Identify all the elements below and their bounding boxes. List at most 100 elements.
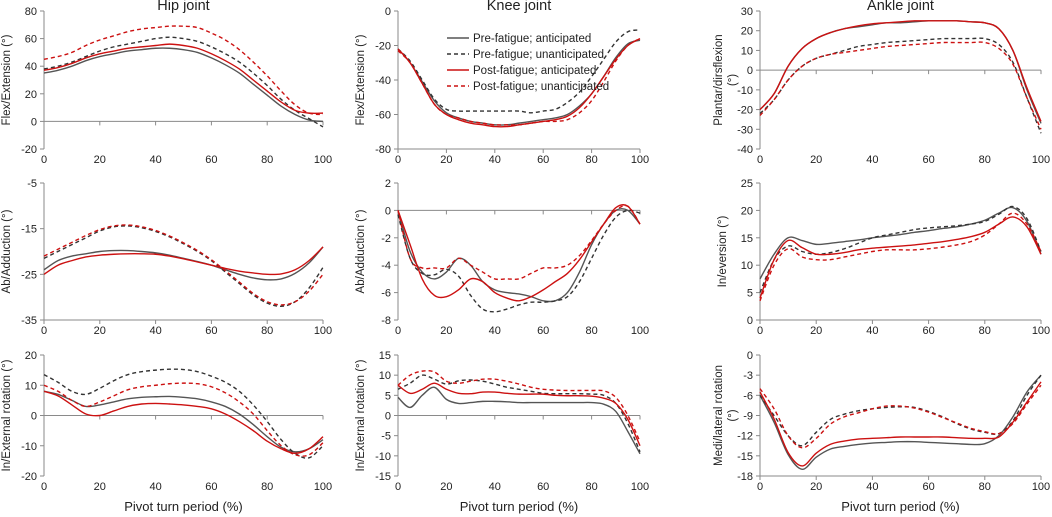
y-axis-label: Medi/lateral rotation (°): [713, 365, 739, 466]
series-line: [397, 207, 641, 303]
y-tick-label: 25: [741, 178, 753, 190]
x-tick-label: 100: [631, 481, 649, 493]
y-tick-label: 15: [741, 233, 753, 245]
x-tick-label: 100: [1032, 481, 1050, 493]
y-tick-label: -30: [737, 124, 753, 136]
x-tick-label: 0: [757, 325, 763, 337]
y-tick-label: -15: [375, 471, 391, 483]
y-tick-label: 30: [741, 6, 753, 18]
x-tick-label: 0: [41, 154, 47, 166]
x-tick-label: 40: [489, 481, 501, 493]
x-tick-label: 20: [810, 481, 822, 493]
x-tick-label: 60: [922, 325, 934, 337]
y-tick-label: -4: [381, 260, 391, 272]
series-line: [43, 36, 324, 128]
y-tick-label: 0: [31, 411, 37, 423]
y-tick-label: 60: [25, 34, 37, 46]
y-tick-label: 40: [25, 61, 37, 73]
y-tick-label: -20: [21, 144, 37, 156]
x-tick-label: 80: [261, 325, 273, 337]
series-line: [43, 390, 324, 453]
y-tick-label: -18: [737, 471, 753, 483]
y-tick-label: 10: [741, 260, 753, 272]
y-tick-label: 10: [25, 380, 37, 392]
x-tick-label: 20: [440, 154, 452, 166]
x-tick-label: 60: [205, 325, 217, 337]
series-line: [397, 37, 641, 126]
series-line: [759, 206, 1042, 280]
y-tick-label: -8: [381, 315, 391, 327]
legend-label: Pre-fatigue; anticipated: [473, 33, 591, 45]
y-axis-label-line: Plantar/dirsflexion: [713, 34, 725, 125]
series-line: [43, 390, 324, 455]
y-tick-label: -10: [737, 85, 753, 97]
x-tick-label: 80: [979, 325, 991, 337]
series-line: [397, 204, 641, 281]
x-tick-label: 80: [585, 154, 597, 166]
panel-2-1: -35 -25 -15 -5 0 20 40 60 80 100 Ab/Adduction (°): [1, 178, 332, 337]
x-tick-label: 80: [261, 154, 273, 166]
x-tick-label: 40: [866, 481, 878, 493]
y-axis-label-line: (°): [727, 74, 739, 86]
x-tick-label: 0: [395, 154, 401, 166]
y-tick-label: 20: [25, 89, 37, 101]
y-tick-label: -20: [375, 41, 391, 53]
y-tick-label: -40: [375, 75, 391, 87]
y-tick-label: 20: [741, 205, 753, 217]
series-line: [397, 29, 641, 114]
x-tick-label: 40: [149, 325, 161, 337]
series-line: [759, 20, 1042, 122]
y-tick-label: 10: [741, 45, 753, 57]
x-tick-label: 0: [41, 481, 47, 493]
y-axis-label-line: Medi/lateral rotation: [713, 365, 725, 466]
panel-3-3: -18 -15 -12 -9 -6 -3 0 0 20 40 60 80 100 Medi/lateral…: [713, 350, 1050, 493]
panel-2-3: 0 5 10 15 20 25 0 20 40 60 80 100 In/eversion (°): [717, 178, 1050, 337]
y-tick-label: -9: [743, 411, 753, 423]
y-tick-label: 0: [747, 65, 753, 77]
y-axis-label: Ab/Adduction (°): [355, 209, 367, 293]
y-axis-label: In/External rotation (°): [1, 359, 13, 471]
series-line: [759, 381, 1042, 467]
x-axis-label: Pivot turn period (%): [124, 499, 243, 514]
y-tick-label: 80: [25, 6, 37, 18]
y-tick-label: 0: [747, 315, 753, 327]
series-line: [759, 374, 1042, 470]
legend: Pre-fatigue; anticipated Pre-fatigue; una…: [447, 33, 609, 93]
x-tick-label: 0: [757, 481, 763, 493]
x-tick-label: 100: [631, 325, 649, 337]
y-axis-label: Flex/Extension (°): [1, 34, 13, 125]
x-tick-label: 60: [537, 481, 549, 493]
x-tick-label: 100: [631, 154, 649, 166]
series-line: [397, 374, 641, 453]
y-tick-label: -15: [21, 224, 37, 236]
series-line: [397, 386, 641, 455]
y-tick-label: -12: [737, 431, 753, 443]
series-line: [759, 37, 1042, 134]
y-tick-label: -15: [737, 451, 753, 463]
x-tick-label: 80: [585, 481, 597, 493]
x-tick-label: 20: [810, 325, 822, 337]
series-line: [43, 47, 324, 123]
panel-3-1: -20 -10 0 10 20 0 20 40 60 80 100 In/External rotat…: [1, 350, 332, 493]
x-tick-label: 100: [314, 154, 332, 166]
y-tick-label: -60: [375, 110, 391, 122]
panel-1-1: -20 0 20 40 60 80 0 20 40 60 80 100 Flex/Extension (…: [1, 0, 332, 166]
series-line: [397, 382, 641, 447]
y-axis-label: Flex/Extension (°): [355, 34, 367, 125]
series-line: [43, 246, 324, 276]
x-tick-label: 40: [489, 325, 501, 337]
x-tick-label: 20: [810, 154, 822, 166]
x-tick-label: 80: [979, 481, 991, 493]
x-tick-label: 100: [1032, 154, 1050, 166]
y-tick-label: -20: [21, 471, 37, 483]
series-line: [43, 224, 324, 306]
series-line: [397, 370, 641, 443]
x-tick-label: 60: [205, 154, 217, 166]
legend-label: Pre-fatigue; unanticipated: [473, 49, 604, 61]
series-line: [43, 225, 324, 308]
series-line: [759, 41, 1042, 130]
x-tick-label: 100: [314, 325, 332, 337]
legend-label: Post-fatigue; anticipated: [473, 65, 596, 77]
y-tick-label: -5: [27, 178, 37, 190]
column-title: Knee joint: [487, 0, 552, 14]
